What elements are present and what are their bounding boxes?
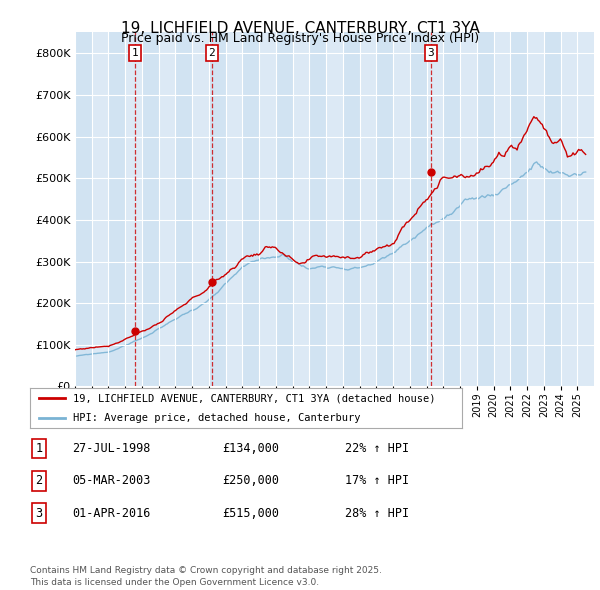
Text: 3: 3 (427, 48, 434, 58)
Text: £250,000: £250,000 (222, 474, 279, 487)
Bar (376, 32, 393, 386)
Text: 19, LICHFIELD AVENUE, CANTERBURY, CT1 3YA (detached house): 19, LICHFIELD AVENUE, CANTERBURY, CT1 3Y… (73, 394, 436, 404)
Text: 01-APR-2016: 01-APR-2016 (72, 507, 151, 520)
Bar (510, 32, 527, 386)
Text: 05-MAR-2003: 05-MAR-2003 (72, 474, 151, 487)
Text: 2: 2 (208, 48, 215, 58)
Text: 3: 3 (35, 507, 43, 520)
Bar (242, 32, 259, 386)
Bar (443, 32, 460, 386)
Text: £134,000: £134,000 (222, 442, 279, 455)
Text: 1: 1 (131, 48, 138, 58)
Text: 27-JUL-1998: 27-JUL-1998 (72, 442, 151, 455)
Text: 17% ↑ HPI: 17% ↑ HPI (345, 474, 409, 487)
Bar (276, 32, 293, 386)
Text: 28% ↑ HPI: 28% ↑ HPI (345, 507, 409, 520)
Text: Price paid vs. HM Land Registry's House Price Index (HPI): Price paid vs. HM Land Registry's House … (121, 32, 479, 45)
Bar (410, 32, 427, 386)
Bar (109, 32, 125, 386)
Bar (209, 32, 226, 386)
Bar (310, 32, 326, 386)
Bar (343, 32, 359, 386)
Bar (544, 32, 560, 386)
Text: 22% ↑ HPI: 22% ↑ HPI (345, 442, 409, 455)
Text: Contains HM Land Registry data © Crown copyright and database right 2025.
This d: Contains HM Land Registry data © Crown c… (30, 566, 382, 587)
Bar (175, 32, 192, 386)
Text: HPI: Average price, detached house, Canterbury: HPI: Average price, detached house, Cant… (73, 413, 361, 422)
Bar (477, 32, 494, 386)
Text: 19, LICHFIELD AVENUE, CANTERBURY, CT1 3YA: 19, LICHFIELD AVENUE, CANTERBURY, CT1 3Y… (121, 21, 479, 35)
Bar (142, 32, 159, 386)
Bar (75, 32, 92, 386)
Text: £515,000: £515,000 (222, 507, 279, 520)
Text: 1: 1 (35, 442, 43, 455)
Text: 2: 2 (35, 474, 43, 487)
